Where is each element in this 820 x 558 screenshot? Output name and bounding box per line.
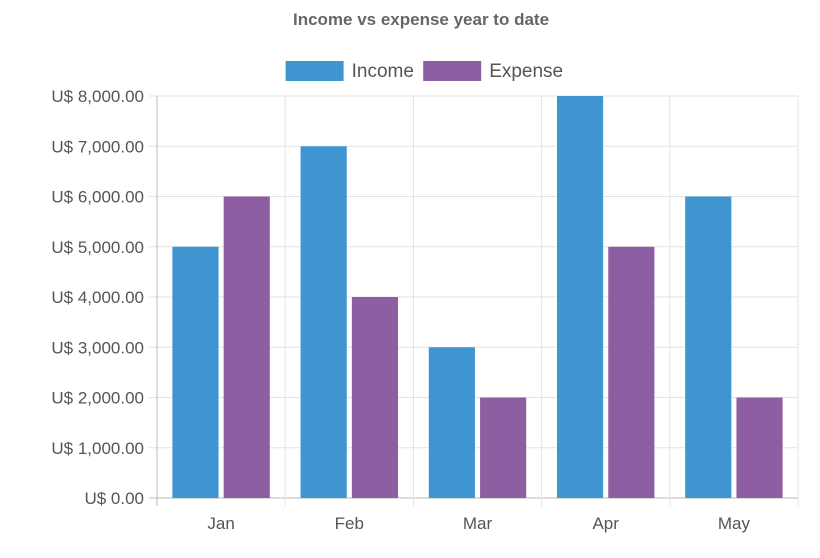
x-tick-label: Feb	[335, 514, 364, 533]
bar-income-may[interactable]	[685, 196, 732, 499]
x-tick-label: May	[718, 514, 751, 533]
y-tick-label: U$ 4,000.00	[51, 288, 144, 307]
bars-group	[172, 96, 783, 499]
bar-income-mar[interactable]	[428, 347, 475, 498]
y-tick-label: U$ 6,000.00	[51, 188, 144, 207]
bar-expense-jan[interactable]	[223, 196, 270, 499]
legend-label: Income	[352, 61, 414, 82]
legend-label: Expense	[489, 61, 563, 82]
x-tick-label: Jan	[207, 514, 234, 533]
legend-swatch	[423, 61, 482, 81]
bar-income-feb[interactable]	[300, 146, 347, 498]
bar-income-apr[interactable]	[556, 96, 604, 498]
x-tick-label: Mar	[463, 514, 493, 533]
x-tick-label: Apr	[592, 514, 619, 533]
x-axis: Jan Feb Mar Apr May	[207, 514, 750, 533]
y-tick-label: U$ 0.00	[84, 489, 144, 508]
y-axis: U$ 0.00 U$ 1,000.00 U$ 2,000.00 U$ 3,000.00…	[51, 87, 144, 508]
y-tick-label: U$ 2,000.00	[51, 389, 144, 408]
legend-item-expense[interactable]: Expense	[423, 61, 563, 82]
y-tick-label: U$ 8,000.00	[51, 87, 144, 106]
bar-expense-apr[interactable]	[608, 246, 655, 498]
legend-swatch	[285, 61, 344, 81]
legend-item-income[interactable]: Income	[285, 61, 414, 82]
bar-expense-mar[interactable]	[480, 397, 527, 499]
chart-title: Income vs expense year to date	[293, 10, 549, 29]
bar-expense-feb[interactable]	[351, 297, 399, 498]
y-tick-label: U$ 3,000.00	[51, 338, 144, 357]
bar-income-jan[interactable]	[172, 246, 219, 498]
y-tick-label: U$ 5,000.00	[51, 238, 144, 257]
y-tick-label: U$ 7,000.00	[51, 137, 144, 156]
legend: Income Expense	[285, 61, 563, 82]
bar-expense-may[interactable]	[736, 397, 783, 499]
y-tick-label: U$ 1,000.00	[51, 439, 144, 458]
